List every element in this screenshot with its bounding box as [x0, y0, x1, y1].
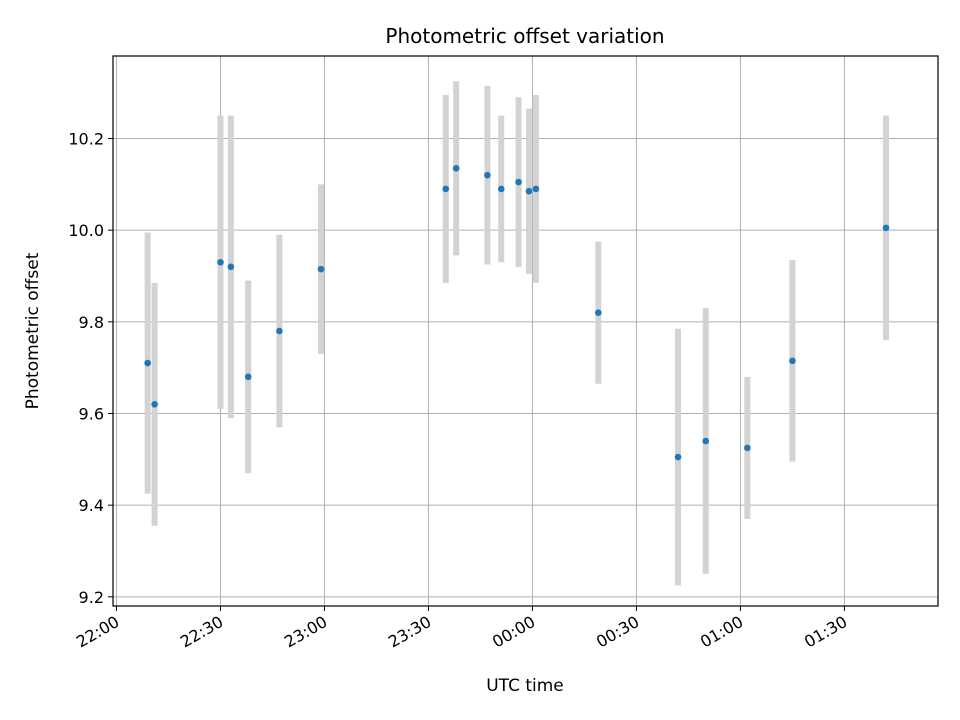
data-point	[484, 171, 491, 179]
x-axis-label: UTC time	[486, 676, 564, 696]
data-point	[744, 444, 751, 452]
data-point	[442, 185, 450, 193]
y-axis-label: Photometric offset	[23, 252, 43, 409]
data-point	[594, 309, 602, 316]
data-point	[702, 437, 710, 445]
data-point	[882, 224, 890, 232]
plot-frame	[112, 55, 939, 607]
y-tick-label: 9.2	[79, 588, 104, 607]
data-point	[515, 178, 522, 186]
data-point	[144, 359, 151, 367]
y-tick-label: 9.6	[79, 405, 104, 424]
chart-title: Photometric offset variation	[385, 24, 664, 48]
data-points	[144, 164, 890, 461]
data-point	[151, 401, 158, 408]
y-tick-label: 10.0	[68, 221, 104, 240]
data-point	[525, 187, 533, 195]
y-tick-label: 9.8	[79, 313, 104, 332]
data-point	[532, 185, 540, 193]
data-point	[317, 265, 325, 273]
data-point	[497, 185, 505, 193]
data-point	[674, 453, 682, 461]
y-tick-label: 9.4	[79, 496, 104, 515]
data-point	[452, 164, 460, 172]
data-point	[276, 327, 283, 335]
data-point	[789, 357, 796, 365]
data-point	[227, 263, 235, 271]
y-tick-label: 10.2	[68, 130, 104, 149]
y-axis: 9.2 9.4 9.6 9.8 10.0 10.2	[68, 130, 113, 607]
data-point	[217, 258, 224, 266]
data-point	[244, 373, 252, 381]
